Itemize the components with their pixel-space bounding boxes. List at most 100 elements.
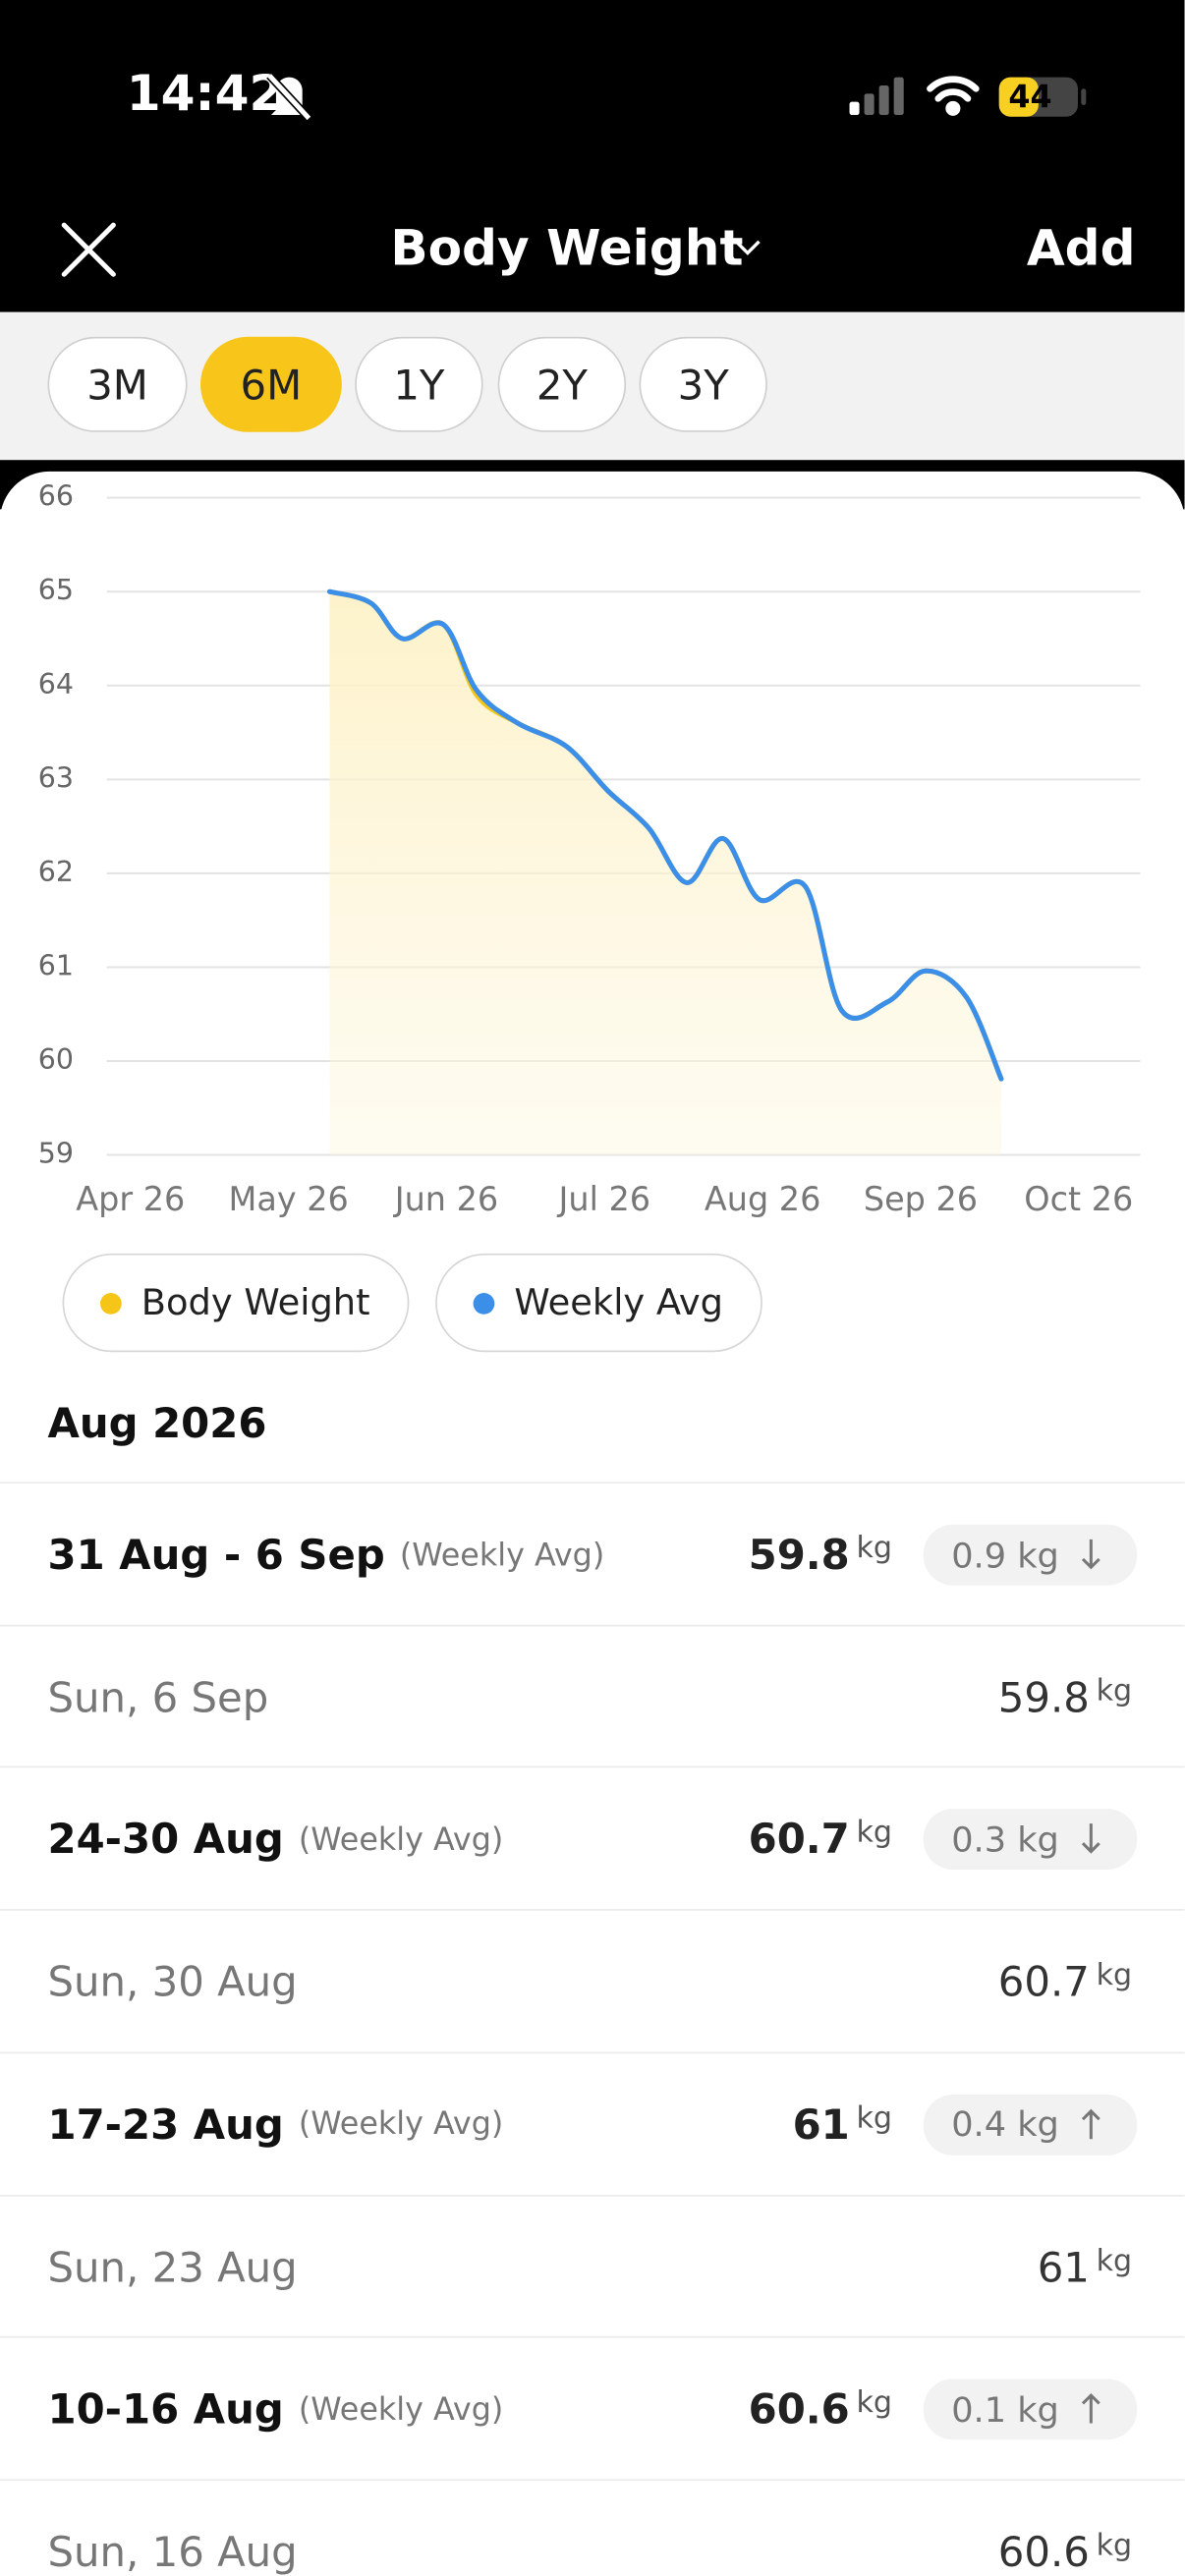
weight-value: 59.8 xyxy=(748,1531,850,1579)
change-arrow xyxy=(1081,1539,1100,1570)
mute-icon xyxy=(266,73,312,122)
row-value: 60.7 kg xyxy=(998,1911,1132,2053)
range-tab[interactable]: 3Y xyxy=(639,336,767,432)
range-tab[interactable]: 2Y xyxy=(497,336,627,432)
weight-value: 59.8 xyxy=(997,1673,1090,1721)
header-title[interactable]: Body Weight xyxy=(390,218,743,276)
row-label: 24-30 Aug (Weekly Avg) xyxy=(47,1768,503,1911)
y-tick-label: 66 xyxy=(38,480,74,513)
weight-value: 60.6 xyxy=(997,2528,1090,2576)
y-tick-label: 61 xyxy=(38,949,74,981)
range-tab[interactable]: 6M xyxy=(200,336,342,432)
legend-label: Body Weight xyxy=(141,1282,370,1323)
weight-unit: kg xyxy=(856,1816,893,1851)
row-title: Sun, 30 Aug xyxy=(47,1958,298,2006)
row-value: 60.6 kg xyxy=(998,2481,1132,2576)
x-tick-label: May 26 xyxy=(228,1180,348,1218)
y-tick-label: 65 xyxy=(38,574,74,606)
row-label: 17-23 Aug (Weekly Avg) xyxy=(47,2053,503,2196)
row-label: Sun, 30 Aug xyxy=(47,1911,297,2053)
x-tick-label: Aug 26 xyxy=(705,1180,820,1218)
weight-value: 60.6 xyxy=(748,2385,850,2434)
legend-dot xyxy=(473,1292,495,1314)
y-tick-label: 62 xyxy=(38,856,74,888)
list-row[interactable]: 24-30 Aug (Weekly Avg) 60.7 kg 0.3 kg xyxy=(0,1766,1185,1909)
row-value: 60.6 kg xyxy=(749,2338,892,2481)
y-tick-label: 59 xyxy=(38,1138,74,1170)
y-tick-label: 60 xyxy=(38,1043,74,1076)
row-label: Sun, 16 Aug xyxy=(47,2481,297,2576)
x-tick-label: Oct 26 xyxy=(1024,1180,1133,1218)
weight-unit: kg xyxy=(1096,1958,1133,1993)
row-note: (Weekly Avg) xyxy=(298,1821,504,1859)
row-value: 61 kg xyxy=(793,2053,892,2196)
list-row[interactable]: Sun, 30 Aug 60.7 kg xyxy=(0,1909,1185,2051)
row-title: 31 Aug - 6 Sep xyxy=(47,1531,385,1579)
row-label: Sun, 6 Sep xyxy=(47,1626,268,1768)
arrow-shape xyxy=(1081,1823,1100,1855)
list-row[interactable]: 10-16 Aug (Weekly Avg) 60.6 kg 0.1 kg xyxy=(0,2336,1185,2479)
row-note: (Weekly Avg) xyxy=(298,2391,504,2428)
top-bar xyxy=(0,0,1185,312)
legend-item[interactable]: Body Weight xyxy=(62,1253,410,1353)
chart: 59 60 61 62 63 64 65 66 Apr 26 May 26 Jun 26 Jul 26… xyxy=(38,480,1141,1218)
header: 14:42 44 Body Weight Add xyxy=(61,64,1136,277)
list-row[interactable]: 17-23 Aug (Weekly Avg) 61 kg 0.4 kg xyxy=(0,2051,1185,2194)
y-tick-label: 63 xyxy=(38,761,74,794)
row-title: Sun, 16 Aug xyxy=(47,2528,298,2576)
weight-value: 60.7 xyxy=(997,1958,1090,2006)
weight-unit: kg xyxy=(856,2385,893,2421)
row-title: 10-16 Aug xyxy=(47,2385,284,2434)
row-title: Sun, 23 Aug xyxy=(47,2243,298,2291)
weight-unit: kg xyxy=(856,1531,893,1566)
range-tab[interactable]: 1Y xyxy=(355,336,483,432)
weight-value: 61 xyxy=(1037,2243,1090,2291)
list-row[interactable]: Sun, 6 Sep 59.8 kg xyxy=(0,1624,1185,1766)
change-arrow xyxy=(1081,1823,1100,1855)
x-tick-label: Jul 26 xyxy=(557,1180,651,1218)
month-heading: Aug 2026 xyxy=(47,1399,267,1448)
row-note: (Weekly Avg) xyxy=(298,2106,504,2144)
row-value: 60.7 kg xyxy=(749,1768,892,1911)
legend-label: Weekly Avg xyxy=(514,1282,724,1323)
row-label: 10-16 Aug (Weekly Avg) xyxy=(47,2338,503,2481)
row-title: Sun, 6 Sep xyxy=(47,1673,269,1721)
line xyxy=(326,588,1004,1082)
close-button[interactable] xyxy=(61,222,116,277)
battery-level: 44 xyxy=(1008,80,1051,115)
battery-icon: 44 xyxy=(998,77,1087,117)
change-badge: 0.9 kg xyxy=(923,1524,1138,1586)
legend-item[interactable]: Weekly Avg xyxy=(435,1253,762,1353)
row-label: 31 Aug - 6 Sep (Weekly Avg) xyxy=(47,1484,604,1626)
row-title: 17-23 Aug xyxy=(47,2100,284,2149)
x-tick-label: Jun 26 xyxy=(393,1180,498,1218)
change-badge: 0.3 kg xyxy=(923,1809,1138,1871)
change-text: 0.9 kg xyxy=(951,1535,1059,1575)
dropdown-chevron[interactable] xyxy=(734,240,761,255)
add-button[interactable]: Add xyxy=(1027,218,1136,276)
list-row[interactable]: Sun, 23 Aug 61 kg xyxy=(0,2194,1185,2336)
range-tab[interactable]: 3M xyxy=(47,336,188,432)
row-label: Sun, 23 Aug xyxy=(47,2196,297,2338)
row-value: 61 kg xyxy=(1038,2196,1132,2338)
signal-icon xyxy=(849,77,904,116)
x-tick-label: Apr 26 xyxy=(76,1180,185,1218)
change-arrow xyxy=(1081,2393,1100,2424)
y-tick-label: 64 xyxy=(38,668,74,700)
arrow-shape xyxy=(1081,1539,1100,1570)
area xyxy=(329,591,1001,1155)
list-row[interactable]: 31 Aug - 6 Sep (Weekly Avg) 59.8 kg 0.9 kg xyxy=(0,1482,1185,1624)
list-row[interactable]: Sun, 16 Aug 60.6 kg xyxy=(0,2479,1185,2576)
weight-unit: kg xyxy=(1096,2243,1133,2278)
status-time: 14:42 xyxy=(127,64,284,122)
wifi-icon xyxy=(927,76,980,116)
change-badge: 0.1 kg xyxy=(923,2379,1138,2440)
change-badge: 0.4 kg xyxy=(923,2094,1138,2156)
weight-value: 60.7 xyxy=(748,1816,850,1864)
weight-value: 61 xyxy=(792,2100,850,2149)
change-text: 0.3 kg xyxy=(951,1820,1059,1860)
change-text: 0.4 kg xyxy=(951,2104,1059,2145)
arrow-shape xyxy=(1081,2108,1100,2139)
